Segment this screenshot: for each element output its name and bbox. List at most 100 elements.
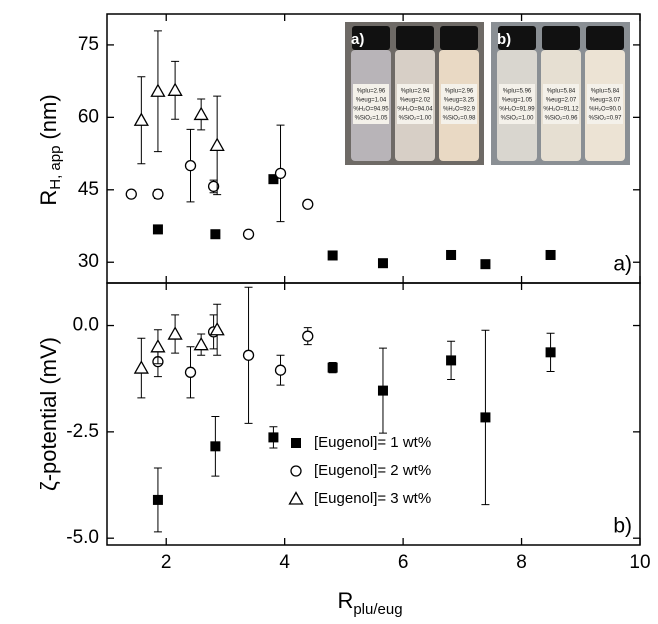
bottle-label (587, 84, 623, 124)
marker (152, 494, 163, 505)
marker (125, 188, 137, 200)
marker (167, 82, 183, 96)
inset-photo: %plu=5.96 %eug=1.05 %H₂O=91.99 %SiO₂=1.00 %p… (491, 22, 630, 165)
bottle-text: %H₂O=90.0 (589, 107, 622, 113)
marker (377, 385, 388, 396)
photo-label: a) (351, 31, 364, 48)
marker (268, 174, 279, 185)
bottle-text: %plu=5.84 (591, 89, 620, 95)
y-tick-label: -2.5 (66, 421, 99, 442)
bottle-text: %eug=3.25 (444, 98, 475, 104)
y-tick-label: 45 (78, 179, 99, 200)
marker (207, 180, 220, 193)
bottle-text: %H₂O=91.99 (499, 107, 535, 113)
marker (268, 432, 279, 443)
y-tick-label: 30 (78, 251, 99, 272)
marker (133, 360, 149, 374)
x-tick-label: 4 (279, 552, 290, 573)
marker (209, 321, 225, 336)
marker (150, 338, 166, 353)
bottle-label (397, 84, 433, 124)
bottle-text: %SiO₂=1.05 (355, 116, 389, 122)
marker (152, 224, 163, 235)
marker (167, 326, 183, 340)
bottle-text: %eug=2.07 (546, 98, 577, 104)
y-tick-label: 0.0 (73, 315, 99, 336)
y-axis-label: RH, app (nm) (36, 94, 64, 205)
inset-photo: %plu=2.96 %eug=1.04 %H₂O=94.95 %SiO₂=1.05 %p… (345, 22, 484, 165)
marker (209, 137, 225, 152)
y-tick-label: 60 (78, 106, 99, 127)
bottle-text: %plu=5.96 (503, 89, 532, 95)
x-tick-label: 8 (516, 552, 527, 573)
marker (184, 159, 197, 172)
bottle-text: %eug=1.05 (502, 98, 533, 104)
y-axis-label: ζ-potential (mV) (36, 337, 61, 491)
marker (545, 347, 556, 358)
legend-label: [Eugenol]= 1 wt% (314, 434, 431, 451)
marker (242, 228, 255, 240)
marker (274, 167, 287, 180)
x-tick-label: 10 (629, 552, 650, 573)
marker (480, 259, 491, 270)
bottle-text: %SiO₂=0.96 (545, 116, 579, 122)
y-tick-label: 75 (78, 34, 99, 55)
x-axis-label: Rplu/eug (337, 588, 402, 618)
x-tick-label: 2 (161, 552, 172, 573)
bottle-label (441, 84, 477, 124)
x-label-sub: plu/eug (353, 601, 402, 618)
bottle-text: %SiO₂=1.00 (501, 116, 535, 122)
legend-label: [Eugenol]= 2 wt% (314, 462, 431, 479)
bottle-text: %H₂O=94.04 (397, 107, 433, 113)
marker (446, 355, 457, 366)
marker (446, 249, 457, 260)
panel-label: b) (613, 515, 632, 538)
legend-marker (288, 491, 304, 505)
bottle-cap (586, 26, 624, 50)
bottle-cap (440, 26, 478, 50)
marker (210, 229, 221, 240)
y-tick-label: -5.0 (66, 527, 99, 548)
marker (480, 412, 491, 423)
bottle-text: %SiO₂=0.98 (443, 116, 477, 122)
marker (184, 366, 197, 378)
y-label-main: R (36, 190, 61, 206)
bottle-text: %SiO₂=0.97 (589, 116, 623, 122)
marker (193, 336, 209, 351)
bottle-cap (542, 26, 580, 50)
marker (327, 362, 338, 373)
x-label-main: R (337, 588, 353, 613)
legend-marker (291, 438, 301, 448)
marker (150, 83, 166, 97)
y-label-unit: (nm) (36, 94, 61, 139)
marker (242, 349, 255, 361)
bottle-label (499, 84, 535, 124)
marker (133, 112, 149, 126)
marker (210, 441, 221, 452)
marker (377, 258, 388, 269)
bottle-text: %eug=3.07 (590, 98, 621, 104)
marker (152, 188, 164, 200)
x-tick-label: 6 (398, 552, 409, 573)
legend-label: [Eugenol]= 3 wt% (314, 490, 431, 507)
bottle-text: %eug=2.02 (400, 98, 431, 104)
bottle-cap (396, 26, 434, 50)
y-label-sub: H, app (47, 146, 64, 190)
bottle-text: %plu=2.96 (357, 89, 386, 95)
marker (193, 106, 209, 121)
panel-label: a) (613, 253, 632, 276)
plot-frame (106, 282, 641, 546)
bottle-cap (352, 26, 390, 50)
photo-label: b) (497, 31, 511, 48)
bottle-text: %plu=2.94 (401, 89, 430, 95)
bottle-text: %plu=2.96 (445, 89, 474, 95)
legend-marker (290, 465, 302, 477)
bottle-cap (498, 26, 536, 50)
marker (545, 249, 556, 260)
marker (274, 364, 287, 376)
bottle-text: %H₂O=91.12 (543, 107, 579, 113)
bottle-text: %plu=5.84 (547, 89, 576, 95)
bottle-label (543, 84, 579, 124)
